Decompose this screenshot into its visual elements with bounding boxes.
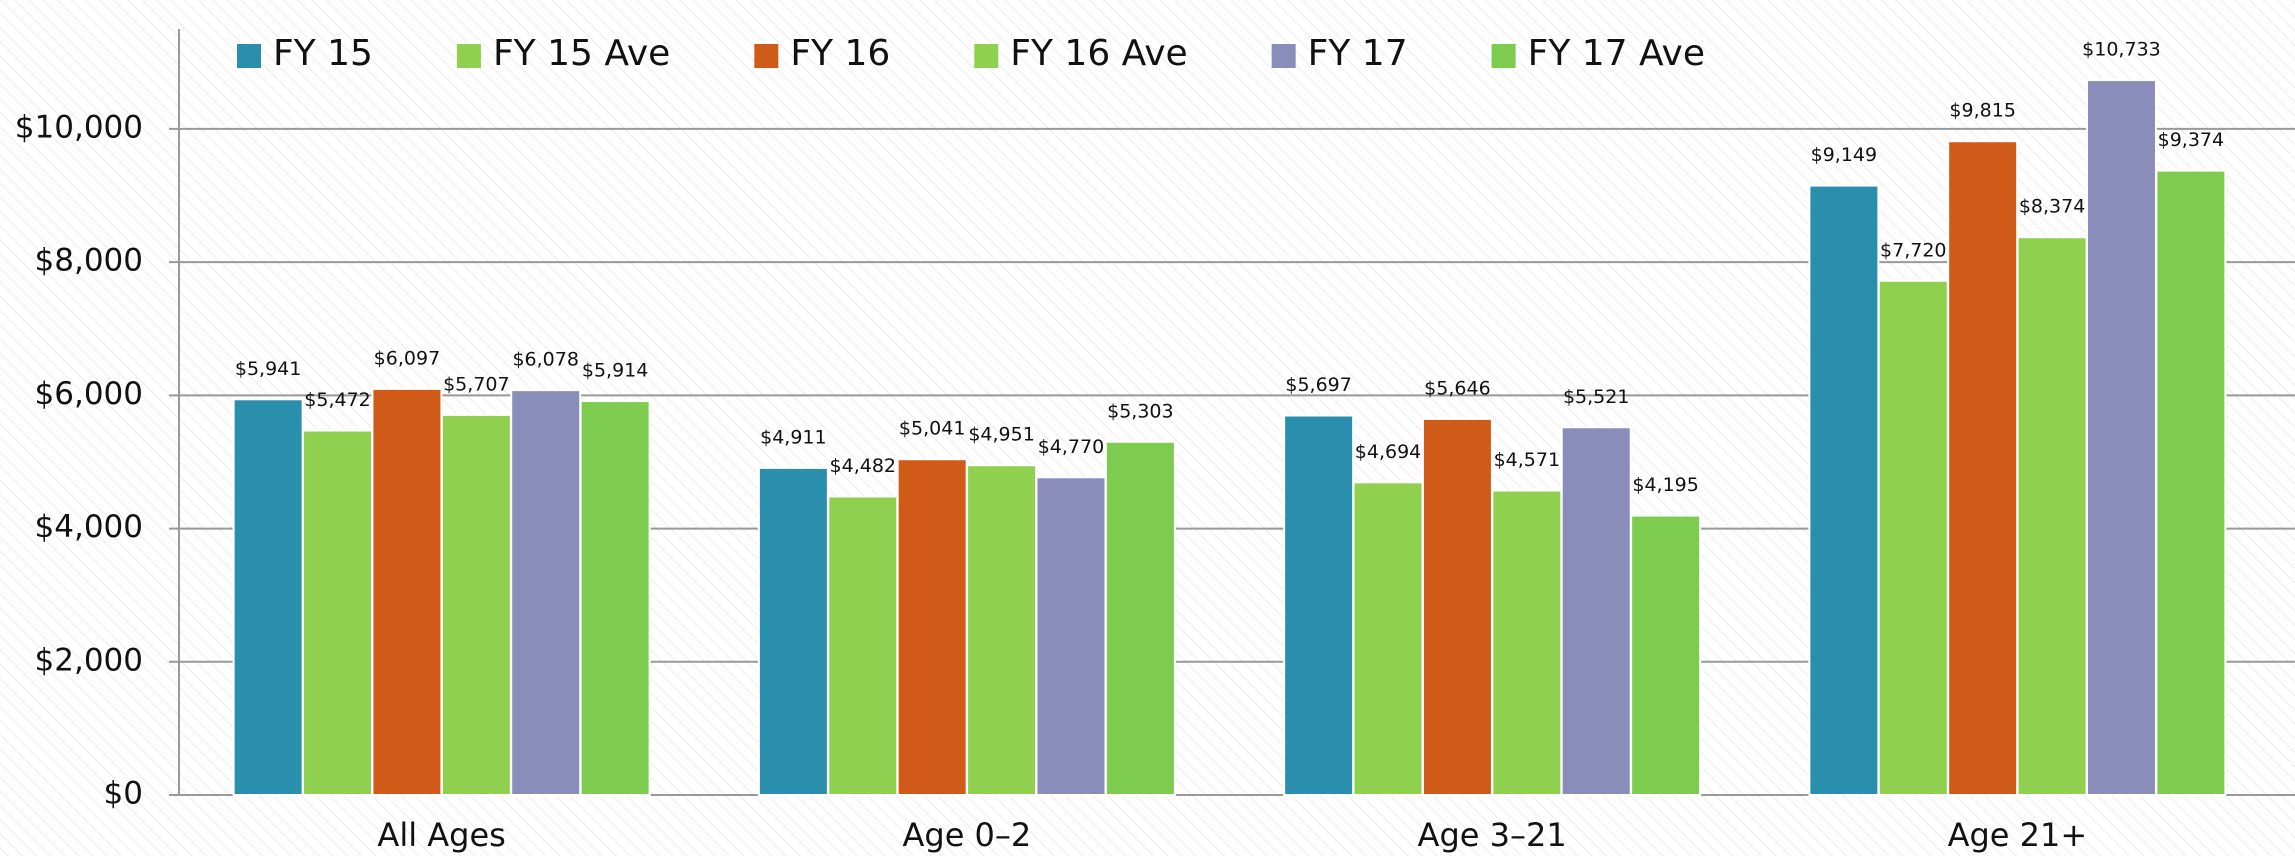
value-label: $5,646 (1424, 377, 1490, 399)
legend-swatch (1271, 44, 1296, 68)
value-label: $5,707 (443, 373, 509, 395)
bar (1630, 514, 1702, 797)
bar (1104, 440, 1176, 796)
y-tick-label: $8,000 (35, 243, 143, 279)
x-tick-label: Age 0–2 (902, 816, 1031, 854)
value-label: $5,472 (304, 389, 370, 411)
value-label: $4,195 (1632, 474, 1698, 496)
legend-label: FY 16 (790, 33, 890, 74)
bar (2155, 169, 2227, 796)
value-label: $4,911 (760, 426, 826, 448)
bar (579, 400, 651, 796)
value-label: $4,951 (968, 424, 1034, 446)
legend-label: FY 16 Ave (1010, 33, 1187, 74)
bar (1877, 279, 1949, 796)
bar (1947, 140, 2019, 796)
legend-label: FY 17 (1308, 33, 1408, 74)
legend-swatch (1491, 44, 1516, 68)
value-label: $10,733 (2082, 39, 2161, 61)
x-tick-label: All Ages (377, 816, 505, 854)
bar (1808, 184, 1880, 796)
bar (232, 398, 304, 796)
bar (2016, 236, 2088, 796)
bar (2085, 79, 2157, 796)
value-label: $4,482 (830, 455, 896, 477)
legend-swatch (974, 44, 999, 68)
bar (302, 429, 374, 796)
y-tick-label: $10,000 (15, 109, 143, 145)
bar (1560, 426, 1632, 796)
legend-label: FY 15 (273, 33, 373, 74)
value-label: $6,097 (374, 347, 440, 369)
y-tick-label: $0 (104, 776, 143, 812)
value-label: $5,041 (899, 418, 965, 440)
x-tick-label: Age 21+ (1948, 816, 2088, 854)
bar (1491, 489, 1563, 796)
value-label: $5,521 (1563, 386, 1629, 408)
value-label: $5,941 (235, 358, 301, 380)
value-label: $9,815 (1949, 100, 2015, 122)
bar (1283, 414, 1355, 796)
bar (510, 389, 582, 796)
bar (896, 458, 968, 796)
value-label: $4,694 (1355, 441, 1421, 463)
legend-label: FY 15 Ave (493, 33, 670, 74)
bar (827, 495, 899, 796)
y-tick-label: $4,000 (35, 509, 143, 545)
x-tick-label: Age 3–21 (1418, 816, 1567, 854)
bar (1421, 417, 1493, 796)
value-label: $5,303 (1107, 400, 1173, 422)
value-label: $4,571 (1494, 449, 1560, 471)
legend-swatch (456, 44, 481, 68)
bar (1035, 476, 1107, 796)
value-label: $5,697 (1285, 374, 1351, 396)
value-label: $9,149 (1811, 144, 1877, 166)
y-tick-label: $6,000 (35, 376, 143, 412)
value-label: $5,914 (582, 360, 648, 382)
y-tick-label: $2,000 (35, 642, 143, 678)
value-label: $6,078 (512, 349, 578, 371)
legend-label: FY 17 Ave (1528, 33, 1705, 74)
bar (757, 466, 829, 796)
legend-swatch (754, 44, 779, 68)
value-label: $9,374 (2158, 129, 2224, 151)
value-label: $8,374 (2019, 196, 2085, 218)
bar (1352, 481, 1424, 796)
value-label: $7,720 (1880, 239, 1946, 261)
value-label: $4,770 (1038, 436, 1104, 458)
bar (371, 387, 443, 796)
bar (966, 464, 1038, 796)
bar (440, 413, 512, 796)
legend-swatch (237, 44, 261, 68)
